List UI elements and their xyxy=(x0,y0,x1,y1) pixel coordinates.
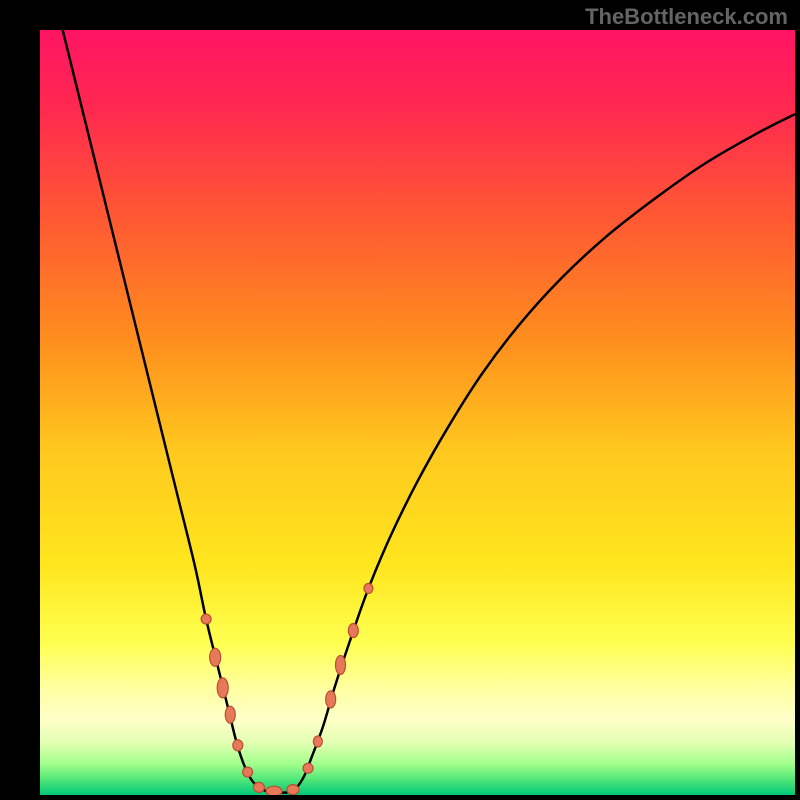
data-marker xyxy=(253,782,264,792)
curve-right xyxy=(282,114,795,793)
data-marker xyxy=(326,691,336,708)
data-marker xyxy=(201,614,211,624)
data-marker xyxy=(266,786,282,795)
data-marker xyxy=(348,624,358,638)
data-marker xyxy=(233,740,243,751)
data-marker xyxy=(364,583,373,593)
curve-left xyxy=(63,30,282,793)
data-marker xyxy=(225,706,235,723)
data-marker xyxy=(313,736,322,747)
watermark-text: TheBottleneck.com xyxy=(585,4,788,30)
data-marker xyxy=(303,763,313,773)
plot-area xyxy=(40,30,795,795)
data-marker xyxy=(243,767,253,777)
data-marker xyxy=(335,655,345,674)
chart-container: TheBottleneck.com xyxy=(0,0,800,800)
chart-svg xyxy=(40,30,795,795)
data-marker xyxy=(287,785,299,795)
data-marker xyxy=(217,678,228,698)
data-marker xyxy=(210,648,221,666)
